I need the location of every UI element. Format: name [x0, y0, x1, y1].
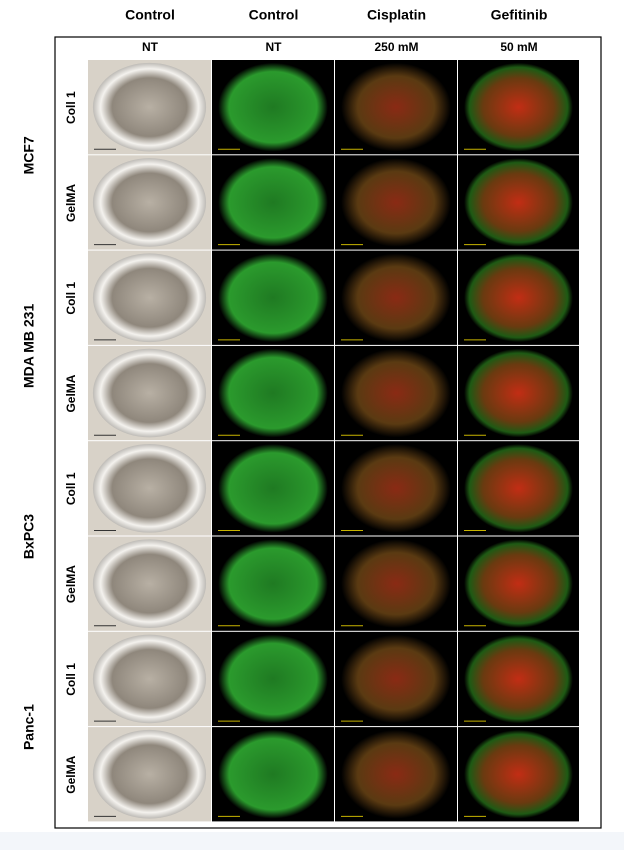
- spheroid: [218, 729, 328, 819]
- spheroid: [341, 444, 451, 533]
- spheroid: [218, 158, 328, 247]
- matrix-label: GelMA: [64, 184, 78, 222]
- spheroid: [218, 253, 328, 343]
- frame: [54, 36, 602, 829]
- spheroid: [341, 634, 451, 724]
- spheroid: [464, 444, 573, 533]
- column-header: Cisplatin: [367, 7, 426, 23]
- cell-line-label: BxPC3: [21, 514, 37, 559]
- spheroid: [92, 253, 207, 343]
- spheroid: [218, 634, 328, 724]
- matrix-label: Coll 1: [64, 91, 78, 124]
- cell-line-label: Panc-1: [21, 704, 37, 750]
- bottom-strip: [0, 832, 624, 850]
- column-dose: 50 mM: [500, 40, 537, 54]
- spheroid: [92, 444, 207, 533]
- matrix-label: Coll 1: [64, 282, 78, 315]
- spheroid: [218, 539, 328, 628]
- matrix-label: GelMA: [64, 755, 78, 793]
- spheroid: [92, 539, 207, 628]
- spheroid: [92, 62, 207, 152]
- spheroid: [464, 634, 573, 724]
- spheroid: [218, 444, 328, 533]
- column-header: Gefitinib: [491, 7, 548, 23]
- cell-line-label: MCF7: [21, 136, 37, 174]
- spheroid: [341, 729, 451, 819]
- spheroid: [92, 634, 207, 724]
- spheroid: [92, 729, 207, 819]
- spheroid: [218, 62, 328, 152]
- spheroid: [341, 348, 451, 438]
- content: Control NT Control NT Cisplatin 250 mM Gefitin…: [21, 7, 579, 822]
- spheroid: [341, 62, 451, 152]
- spheroid: [92, 158, 207, 247]
- column-header: Control: [125, 7, 175, 23]
- column-dose: 250 mM: [374, 40, 418, 54]
- spheroid: [464, 62, 573, 152]
- matrix-label: GelMA: [64, 565, 78, 603]
- spheroid: [464, 253, 573, 343]
- cell-line-label: MDA MB 231: [21, 304, 37, 388]
- spheroid: [218, 348, 328, 438]
- spheroid: [341, 539, 451, 628]
- matrix-label: Coll 1: [64, 663, 78, 696]
- spheroid: [92, 348, 207, 438]
- column-dose: NT: [142, 40, 159, 54]
- spheroid: [464, 158, 573, 247]
- column-header: Control: [249, 7, 299, 23]
- spheroid: [464, 729, 573, 819]
- spheroid: [464, 348, 573, 438]
- matrix-label: GelMA: [64, 374, 78, 412]
- spheroid: [341, 158, 451, 247]
- matrix-label: Coll 1: [64, 472, 78, 505]
- spheroid: [464, 539, 573, 628]
- column-dose: NT: [266, 40, 283, 54]
- spheroid: [341, 253, 451, 343]
